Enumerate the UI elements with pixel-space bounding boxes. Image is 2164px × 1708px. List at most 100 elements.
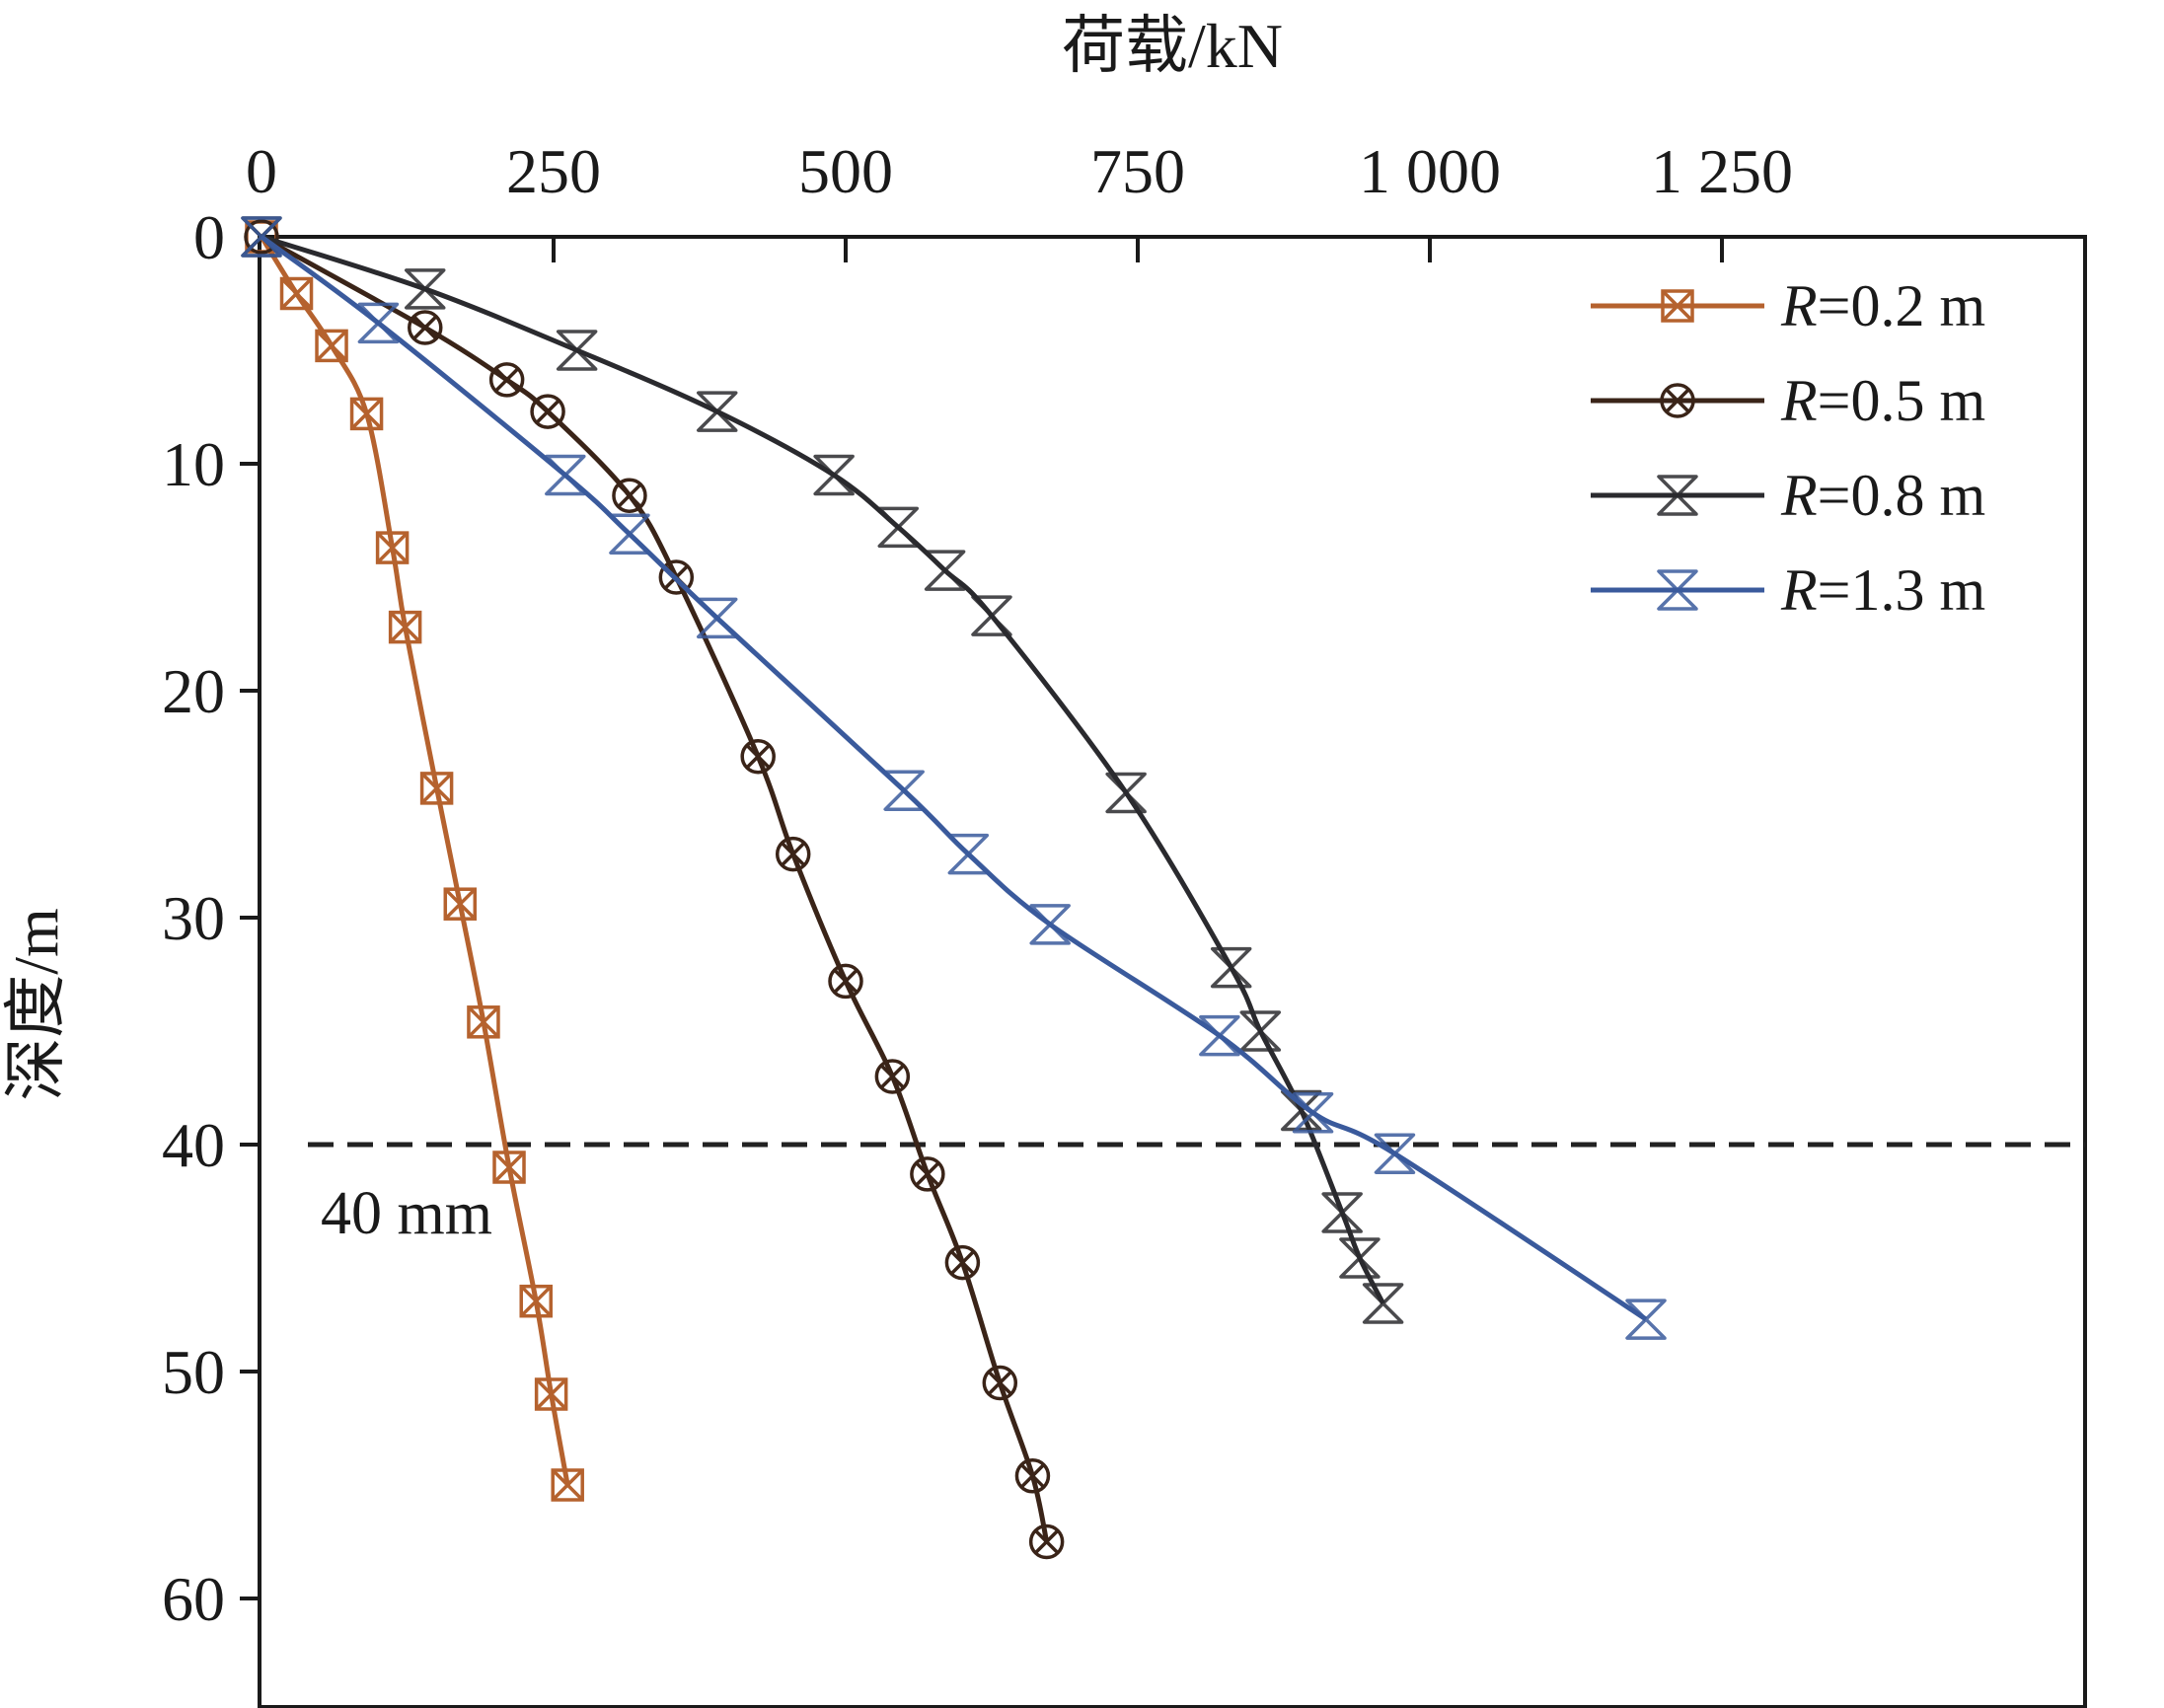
y-axis-title: 深度/m bbox=[1, 908, 71, 1101]
marker-hourglass bbox=[877, 506, 920, 549]
series-point bbox=[609, 513, 650, 556]
marker-square bbox=[375, 531, 410, 564]
series-point bbox=[1029, 904, 1071, 945]
marker-cross bbox=[493, 367, 520, 393]
series-point bbox=[408, 310, 443, 345]
y-tick-label: 60 bbox=[162, 1564, 225, 1634]
marker-cross bbox=[780, 841, 806, 867]
marker-hourglass bbox=[556, 330, 598, 371]
marker-cross bbox=[987, 1370, 1013, 1396]
series-point bbox=[545, 454, 586, 496]
marker-cross bbox=[551, 1468, 584, 1502]
series-point bbox=[947, 833, 990, 875]
series-point bbox=[1210, 946, 1252, 989]
series-point bbox=[1339, 1237, 1380, 1279]
series-point bbox=[279, 276, 314, 311]
marker-circle bbox=[530, 394, 565, 429]
marker-hourglass bbox=[813, 454, 855, 496]
marker-cross bbox=[1661, 289, 1694, 323]
marker-cross bbox=[280, 277, 313, 310]
marker-circle bbox=[1014, 1458, 1051, 1494]
marker-hourglass bbox=[1362, 1283, 1404, 1324]
series-point bbox=[534, 1377, 568, 1411]
series-point bbox=[1239, 1010, 1282, 1052]
marker-circle bbox=[740, 738, 776, 775]
marker-square bbox=[519, 1284, 553, 1318]
marker-square bbox=[419, 772, 454, 805]
series-point bbox=[877, 506, 920, 549]
marker-circle bbox=[244, 219, 279, 255]
marker-hourglass bbox=[1321, 1192, 1363, 1233]
series-line bbox=[260, 234, 1050, 1543]
marker-hourglass bbox=[697, 391, 738, 432]
ticks-layer: 0 250 500 750 1 000 1 250 0 10 20 30 40 50 60 bbox=[162, 136, 1793, 1634]
marker-circle bbox=[828, 963, 863, 1000]
series-R-0-8-m bbox=[241, 216, 1404, 1324]
series-point bbox=[828, 963, 863, 1000]
marker-hourglass bbox=[1657, 475, 1698, 516]
marker-cross bbox=[376, 531, 409, 564]
series-point bbox=[697, 597, 738, 639]
marker-square bbox=[534, 1377, 568, 1411]
series-point bbox=[1028, 1523, 1065, 1560]
series-point bbox=[1105, 772, 1147, 814]
marker-hourglass bbox=[609, 513, 650, 556]
marker-hourglass bbox=[241, 216, 282, 258]
series-point bbox=[910, 1156, 945, 1192]
series-point bbox=[1374, 1133, 1416, 1174]
marker-cross bbox=[915, 1161, 940, 1187]
marker-cross bbox=[1665, 388, 1690, 413]
series-point bbox=[740, 738, 776, 775]
marker-circle bbox=[944, 1244, 981, 1281]
marker-cross bbox=[833, 968, 858, 995]
marker-hourglass bbox=[947, 833, 990, 875]
series-point bbox=[349, 397, 384, 431]
marker-hourglass bbox=[1210, 946, 1252, 989]
y-tick-label: 20 bbox=[162, 656, 225, 726]
marker-circle bbox=[408, 310, 443, 345]
marker-circle bbox=[775, 836, 811, 872]
marker-square bbox=[467, 1005, 500, 1039]
marker-cross bbox=[535, 1377, 567, 1411]
series-point bbox=[1625, 1299, 1667, 1340]
marker-cross bbox=[535, 399, 560, 424]
marker-square bbox=[388, 610, 422, 644]
series-point bbox=[388, 610, 422, 644]
marker-cross bbox=[412, 315, 438, 340]
marker-hourglass bbox=[1105, 772, 1147, 814]
marker-square bbox=[443, 887, 478, 921]
x-tick-label: 500 bbox=[798, 136, 893, 206]
series-point bbox=[883, 770, 925, 811]
series-point bbox=[1199, 1014, 1240, 1057]
marker-hourglass bbox=[1292, 1092, 1334, 1134]
marker-square bbox=[315, 329, 348, 363]
marker-cross bbox=[420, 772, 453, 805]
y-tick-label: 30 bbox=[162, 883, 225, 953]
marker-cross bbox=[350, 398, 383, 430]
series-point bbox=[492, 1151, 526, 1184]
series-point bbox=[467, 1005, 500, 1039]
marker-circle bbox=[1660, 383, 1695, 418]
legend-item: R=0.5 m bbox=[1591, 368, 1985, 433]
x-tick-label: 0 bbox=[246, 136, 277, 206]
series-point bbox=[813, 454, 855, 496]
series-point bbox=[443, 887, 478, 921]
x-tick-label: 250 bbox=[506, 136, 601, 206]
legend-item: R=1.3 m bbox=[1591, 557, 1985, 623]
marker-cross bbox=[1019, 1463, 1046, 1489]
marker-cross bbox=[492, 1151, 526, 1184]
legend: R=0.2 m R=0.5 m R=0.8 m R=1.3 m bbox=[1591, 273, 1985, 623]
series-point bbox=[1321, 1192, 1363, 1233]
series-point bbox=[375, 531, 410, 564]
series-layer bbox=[241, 216, 1667, 1560]
series-point bbox=[1292, 1092, 1334, 1134]
marker-hourglass bbox=[1029, 904, 1071, 945]
marker-cross bbox=[879, 1064, 906, 1089]
series-point bbox=[357, 302, 400, 344]
series-point bbox=[1362, 1283, 1404, 1324]
series-point bbox=[1657, 475, 1698, 516]
series-R-1-3-m bbox=[241, 216, 1667, 1340]
marker-cross bbox=[949, 1249, 976, 1276]
y-tick-label: 50 bbox=[162, 1337, 225, 1407]
series-point bbox=[982, 1365, 1018, 1401]
